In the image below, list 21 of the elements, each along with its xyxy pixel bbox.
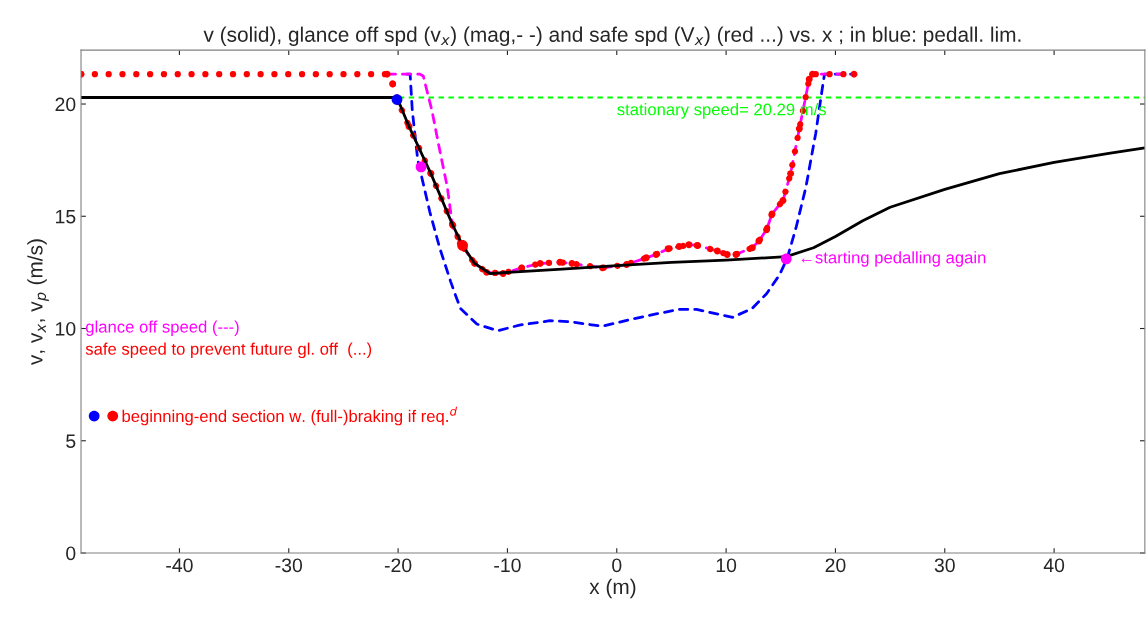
annotation: glance off speed (---)	[85, 320, 239, 336]
chart-title: v (solid), glance off spd (v$_{x}$) (mag,- -) and safe spd (V$_{x}$) (red ...) vs. x ; in blue: pedall. lim.	[203, 26, 1021, 47]
y-tick-label: 15	[56, 209, 76, 224]
x-tick-label: 10	[716, 558, 737, 573]
x-tick-label: 20	[825, 558, 846, 573]
y-axis-title: v, v$_{x}$, v$_{p}$ (m/s)	[27, 239, 49, 366]
x-tick-label: -30	[275, 558, 303, 573]
annotation: beginning-end section w. (full-)braking if req.$^{d}$	[122, 406, 458, 426]
x-tick-label: -10	[494, 558, 521, 573]
x-tick-label: -20	[384, 558, 412, 573]
x-tick-label: -40	[166, 558, 193, 573]
x-tick-label: 30	[934, 558, 955, 573]
y-tick-label: 5	[66, 434, 76, 448]
annotation: ←starting pedalling again	[801, 251, 986, 267]
y-tick-label: 20	[55, 97, 76, 112]
y-tick-label: 10	[56, 321, 76, 336]
x-axis-title: x (m)	[589, 578, 636, 599]
annotation: safe speed to prevent future gl. off (...)	[85, 342, 372, 359]
x-tick-label: 40	[1043, 558, 1065, 573]
y-tick-label: 0	[66, 546, 76, 561]
x-tick-label: 0	[612, 558, 622, 573]
